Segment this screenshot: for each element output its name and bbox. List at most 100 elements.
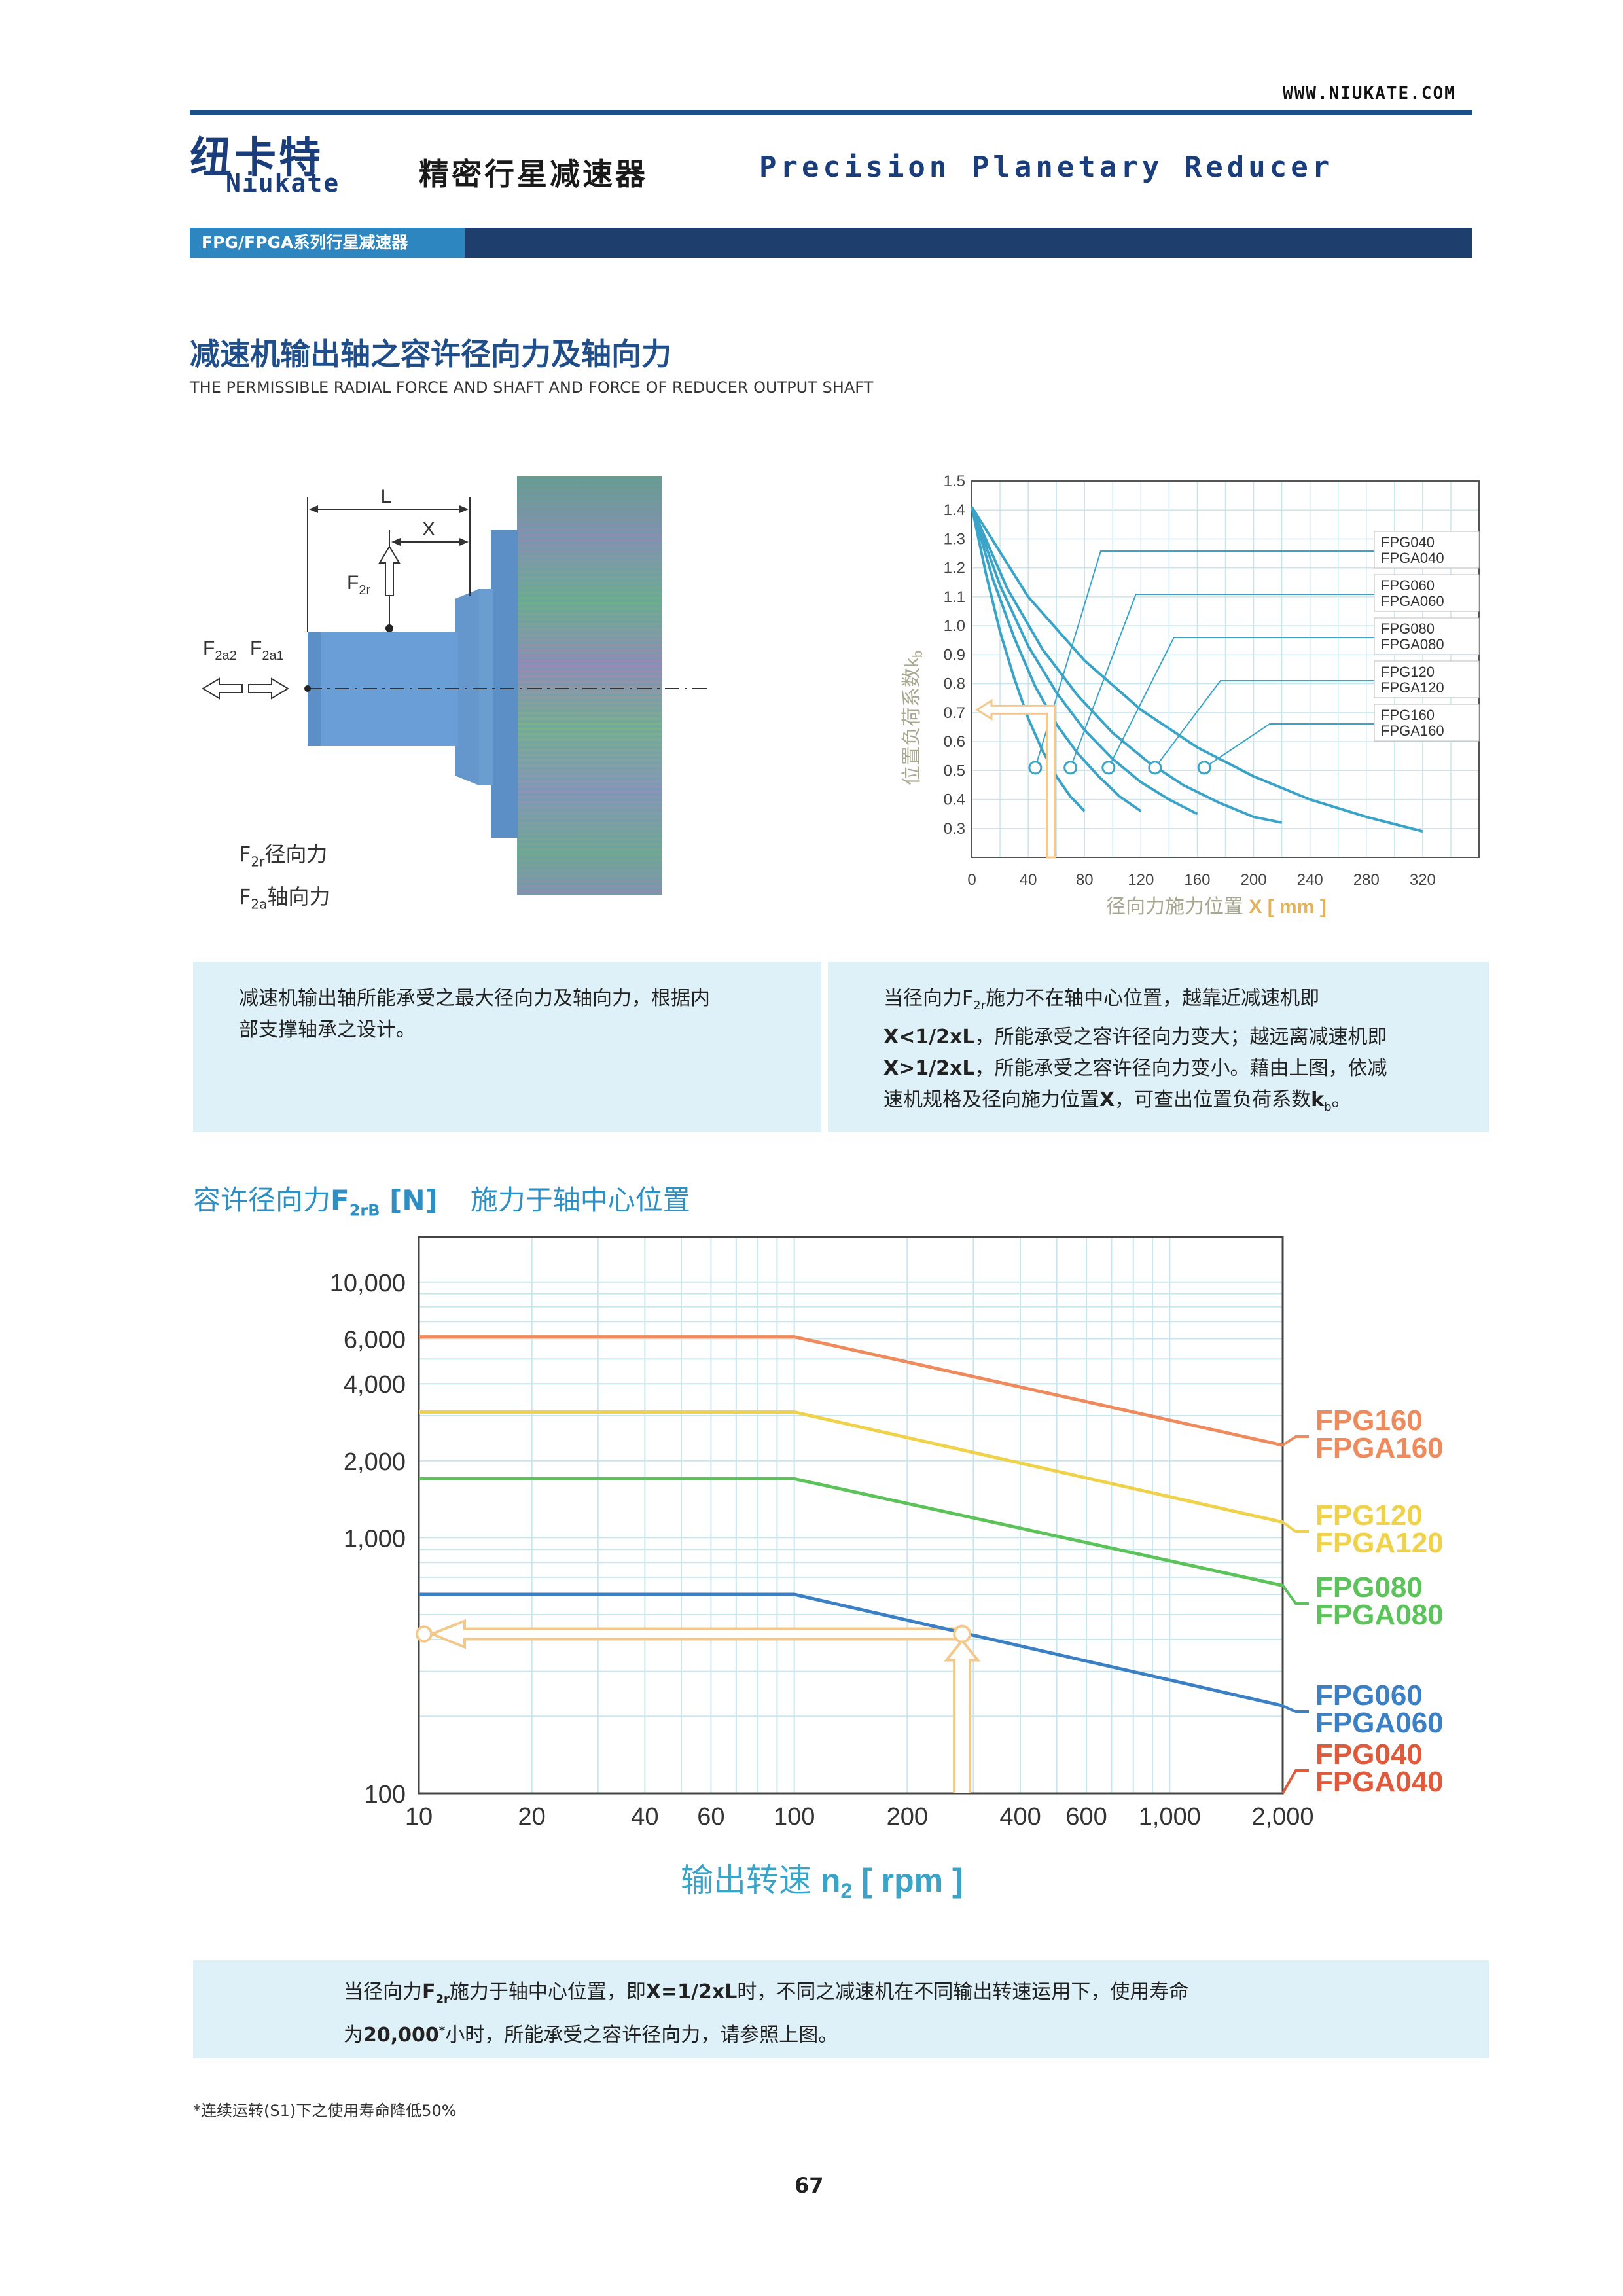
leader-line [1204,723,1374,768]
x-tick-label: 10 [405,1803,433,1831]
tagline-cn: 精密行星减速器 [419,156,648,192]
y-tick-label: 0.6 [944,733,965,751]
header-rule [190,110,1472,115]
series-line [971,507,1283,824]
x-tick-label: 240 [1297,871,1323,889]
x-tick-label: 40 [631,1803,658,1831]
legend-box [1374,574,1480,612]
tagline-en: Precision Planetary Reducer [759,151,1334,184]
legend-label: FPGA040 [1315,1766,1444,1798]
x-tick-label: 600 [1065,1803,1107,1831]
label-F2r: F2r [347,572,370,598]
y-tick-label: 0.5 [944,762,965,780]
legend-label: FPGA160 [1315,1432,1444,1464]
legend-label: FPG060 [1315,1679,1423,1712]
chart1-y-axis-label: 位置负荷系数kb [901,651,925,785]
legend-label: FPG060 [1381,577,1435,594]
dimension-L: L [381,486,392,507]
legend-label: FPGA120 [1315,1527,1444,1559]
x-tick-label: 2,000 [1251,1803,1313,1831]
page-number: 67 [794,2173,824,2198]
legend-box [1374,704,1480,742]
reading-marker [1063,761,1078,775]
info-left-text: 减速机输出轴所能承受之最大径向力及轴向力，根据内 部支撑轴承之设计。 [239,987,710,1041]
reading-marker [1101,761,1116,775]
legend-label: FPG160 [1315,1405,1423,1437]
series-line [419,1335,1283,1447]
series-line [419,1410,1283,1524]
legend-label: FPG040 [1381,534,1435,550]
legend-leader [1281,1435,1309,1446]
x-tick-label: 120 [1128,871,1154,889]
y-tick-label: 10,000 [330,1270,406,1297]
legend-label: FPG120 [1315,1499,1423,1532]
x-tick-label: 1,000 [1139,1803,1201,1831]
legend-label: FPG120 [1381,664,1435,680]
legend-label: FPGA080 [1315,1599,1444,1631]
y-tick-label: 1.0 [944,617,965,635]
y-tick-label: 1.3 [944,530,965,548]
y-tick-label: 100 [365,1781,406,1808]
legend-label: FPG080 [1315,1571,1423,1604]
legend-label: FPGA060 [1381,593,1444,609]
series-line [971,507,1198,816]
x-tick-label: 80 [1076,871,1094,889]
x-tick-label: 400 [999,1803,1041,1831]
series-line [971,507,1142,812]
legend-label: FPG080 [1381,620,1435,637]
y-tick-label: 6,000 [344,1326,406,1354]
y-tick-label: 4,000 [344,1371,406,1399]
y-tick-label: 1.2 [944,560,965,577]
series-tab: FPG/FPGA系列行星减速器 [190,228,465,258]
chart2-x-axis-label: 输出转速 n2 [ rpm ] [681,1862,963,1903]
x-tick-label: 0 [967,871,976,889]
y-tick-label: 1.1 [944,588,965,606]
legend-leader [1281,1521,1309,1533]
brand-name-en: Niukate [226,169,340,198]
plot-frame [418,1236,1284,1795]
label-F2a2: F2a2 [203,637,237,663]
info-box-bottom [193,1960,1489,2058]
dimension-X: X [422,518,435,540]
y-tick-label: 0.8 [944,675,965,693]
y-tick-label: 0.3 [944,820,965,838]
info-box-left [193,962,821,1132]
axial-force-arrow-left [202,677,243,700]
legend-label: FPG040 [1315,1738,1423,1770]
series-line [419,1477,1283,1587]
y-tick-label: 1,000 [344,1525,406,1552]
legend-axial-force: F2a轴向力 [239,884,330,912]
info-bottom-text: 当径向力F2r施力于轴中心位置，即X=1/2xL时，不同之减速机在不同输出转速运… [344,1981,1189,2047]
x-tick-label: 60 [697,1803,724,1831]
reducer-flange [491,530,518,838]
section-subtitle: THE PERMISSIBLE RADIAL FORCE AND SHAFT A… [190,378,874,397]
y-tick-label: 0.7 [944,704,965,722]
legend-label: FPGA040 [1381,550,1444,566]
load-factor-chart: 0 40 80 120 160 200 240 280 320 0.3 0.4 0.5 0.6 0.7 0.… [901,473,1480,918]
chart2-title: 容许径向力F2rB [N] 施力于轴中心位置 [193,1184,690,1220]
y-tick-label: 2,000 [344,1448,406,1476]
radial-force-arrow [378,545,401,596]
x-tick-label: 320 [1410,871,1436,889]
reading-marker [1197,761,1211,775]
reading-marker [1148,761,1162,775]
chart1-x-axis-label: 径向力施力位置 X [ mm ] [1106,896,1327,918]
y-tick-label: 0.4 [944,791,965,809]
x-tick-label: 200 [1241,871,1267,889]
leader-line [1154,680,1374,768]
reading-marker [1028,761,1043,775]
reading-marker [953,1624,972,1643]
reading-marker [416,1625,433,1643]
section-title: 减速机输出轴之容许径向力及轴向力 [190,336,671,372]
leader-line [1034,550,1374,768]
x-tick-label: 40 [1020,871,1037,889]
label-F2a1: F2a1 [250,637,284,663]
website-url: WWW.NIUKATE.COM [1283,84,1456,103]
legend-label: FPG160 [1381,707,1435,723]
leader-line [1107,637,1374,768]
y-tick-label: 1.5 [944,473,965,490]
radial-force-chart: 10 20 40 60 100 200 400 600 1,000 2,000 100 1,000 2,… [330,1236,1444,1903]
series-line [419,1592,1283,1708]
shaft-diagram: L X F2r F2a2 F2a1 [202,476,707,895]
reading-arrow-left [428,1619,956,1649]
